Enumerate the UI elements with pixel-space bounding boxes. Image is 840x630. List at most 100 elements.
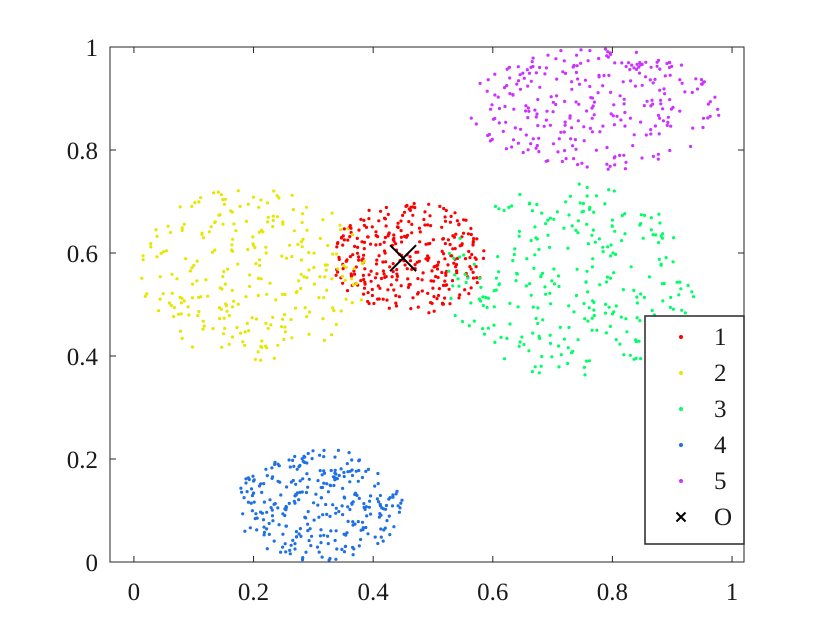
data-point bbox=[611, 251, 615, 255]
data-point bbox=[555, 94, 559, 98]
data-point bbox=[370, 293, 374, 298]
data-point bbox=[428, 241, 432, 246]
data-point bbox=[706, 116, 710, 120]
data-point bbox=[642, 104, 646, 108]
data-point bbox=[468, 256, 472, 260]
data-point bbox=[518, 87, 523, 91]
data-point bbox=[275, 194, 279, 198]
data-point bbox=[572, 310, 576, 314]
data-point bbox=[309, 544, 313, 548]
data-point bbox=[243, 343, 247, 347]
data-point bbox=[552, 282, 557, 286]
data-point bbox=[657, 241, 661, 245]
data-point bbox=[294, 530, 298, 534]
data-point bbox=[264, 321, 268, 325]
data-point bbox=[635, 316, 639, 320]
data-point bbox=[475, 276, 479, 280]
data-point bbox=[335, 245, 339, 249]
data-point bbox=[502, 208, 506, 213]
data-point bbox=[622, 353, 626, 357]
data-point bbox=[357, 544, 361, 548]
data-point bbox=[331, 252, 335, 256]
data-point bbox=[536, 97, 540, 102]
data-point bbox=[310, 457, 314, 461]
data-point bbox=[271, 475, 275, 479]
data-point bbox=[362, 259, 366, 263]
data-point bbox=[430, 269, 434, 273]
data-point bbox=[535, 112, 539, 116]
data-point bbox=[438, 204, 442, 208]
data-point bbox=[367, 273, 371, 277]
data-point bbox=[563, 120, 567, 124]
data-point bbox=[217, 213, 221, 217]
data-point bbox=[590, 316, 594, 320]
data-point bbox=[361, 526, 365, 530]
data-point bbox=[440, 270, 444, 275]
data-point bbox=[639, 120, 643, 124]
data-point bbox=[172, 315, 176, 319]
data-point bbox=[537, 334, 541, 338]
data-point bbox=[179, 301, 183, 305]
data-point bbox=[635, 301, 640, 305]
data-point bbox=[362, 253, 366, 257]
data-point bbox=[411, 213, 415, 217]
data-point bbox=[574, 293, 579, 298]
data-point bbox=[544, 118, 549, 122]
data-point bbox=[353, 491, 358, 495]
data-point bbox=[566, 361, 570, 366]
data-point bbox=[384, 260, 388, 264]
data-point bbox=[244, 481, 248, 485]
data-point bbox=[516, 305, 520, 309]
data-point bbox=[381, 260, 385, 264]
data-point bbox=[399, 284, 403, 288]
data-point bbox=[260, 490, 264, 494]
data-point bbox=[322, 296, 326, 300]
data-point bbox=[269, 323, 273, 327]
data-point bbox=[537, 136, 541, 140]
data-point bbox=[649, 228, 653, 232]
data-point bbox=[299, 286, 303, 291]
data-point bbox=[319, 541, 323, 545]
data-point bbox=[244, 477, 248, 481]
data-point bbox=[359, 528, 363, 532]
data-point bbox=[201, 236, 206, 240]
data-point bbox=[362, 502, 366, 506]
data-point bbox=[180, 296, 184, 300]
data-point bbox=[597, 56, 601, 61]
data-point bbox=[305, 228, 309, 232]
data-point bbox=[570, 224, 574, 228]
data-point bbox=[640, 83, 644, 87]
data-point bbox=[241, 512, 245, 516]
data-point bbox=[412, 201, 416, 206]
data-point bbox=[306, 529, 310, 533]
data-point bbox=[668, 61, 672, 65]
data-point bbox=[472, 262, 476, 266]
data-point bbox=[624, 160, 628, 164]
data-point bbox=[678, 78, 682, 82]
data-point bbox=[607, 73, 611, 77]
data-point bbox=[607, 305, 611, 309]
data-point bbox=[423, 210, 427, 214]
data-point bbox=[608, 324, 612, 328]
data-point bbox=[467, 249, 471, 254]
data-point bbox=[369, 269, 373, 273]
data-point bbox=[322, 471, 327, 475]
data-point bbox=[363, 267, 367, 271]
data-point bbox=[627, 61, 631, 65]
data-point bbox=[265, 474, 269, 478]
data-point bbox=[585, 194, 589, 198]
data-point bbox=[349, 226, 353, 230]
data-point bbox=[330, 211, 334, 215]
data-point bbox=[678, 280, 682, 284]
data-point bbox=[375, 272, 379, 276]
data-point bbox=[342, 264, 346, 268]
data-point bbox=[236, 262, 240, 266]
data-point bbox=[442, 252, 446, 256]
data-point bbox=[619, 118, 623, 122]
data-point bbox=[458, 236, 462, 240]
data-point bbox=[352, 266, 356, 271]
data-point bbox=[413, 263, 417, 267]
data-point bbox=[224, 304, 229, 308]
data-point bbox=[390, 504, 395, 508]
data-point bbox=[623, 167, 628, 171]
